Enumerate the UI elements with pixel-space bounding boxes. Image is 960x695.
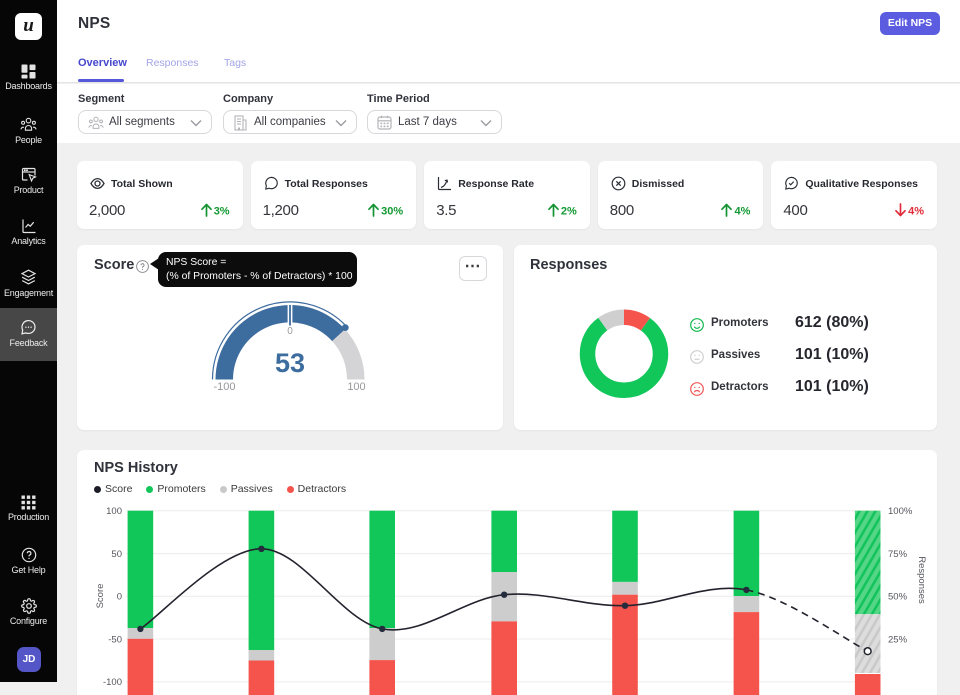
svg-text:Score: Score	[95, 584, 106, 609]
svg-text:75%: 75%	[888, 549, 908, 560]
svg-text:53: 53	[275, 348, 305, 378]
svg-text:50%: 50%	[888, 592, 908, 603]
svg-text:100: 100	[106, 506, 122, 517]
svg-text:0: 0	[117, 592, 122, 603]
svg-text:50: 50	[111, 549, 122, 560]
svg-text:100: 100	[347, 381, 365, 393]
svg-text:-50: -50	[108, 634, 122, 645]
svg-text:Responses: Responses	[916, 556, 927, 604]
svg-text:100%: 100%	[888, 506, 913, 517]
svg-text:25%: 25%	[888, 634, 908, 645]
svg-text:0: 0	[287, 326, 293, 337]
svg-text:-100: -100	[103, 677, 122, 688]
svg-text:-100: -100	[213, 381, 235, 393]
